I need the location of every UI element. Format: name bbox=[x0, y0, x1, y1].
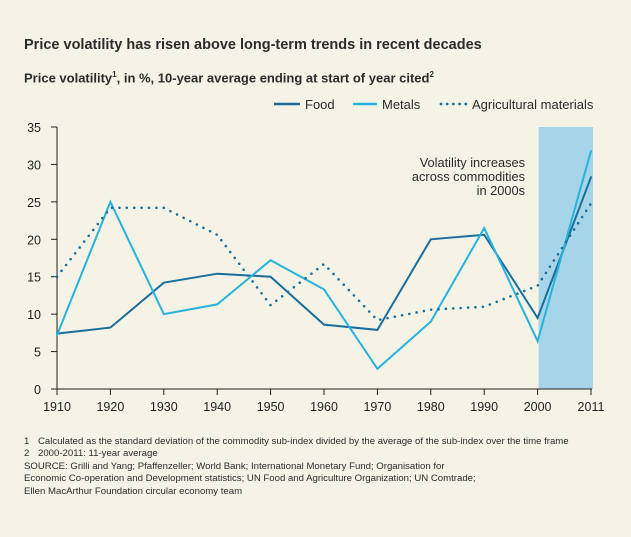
source-note: SOURCE: Grilli and Yang; Pfaffenzeller; … bbox=[24, 461, 604, 498]
subtitle-sup1: 1 bbox=[112, 70, 117, 79]
y-tick-label: 35 bbox=[27, 121, 41, 135]
y-tick-label: 10 bbox=[27, 308, 41, 322]
footnotes: 1 Calculated as the standard deviation o… bbox=[24, 436, 604, 498]
footnote-number: 1 bbox=[24, 436, 30, 447]
footnote-1: 1 Calculated as the standard deviation o… bbox=[24, 436, 604, 448]
x-tick-label: 2011 bbox=[578, 400, 605, 414]
y-tick-label: 25 bbox=[27, 196, 41, 210]
chart-title: Price volatility has risen above long-te… bbox=[24, 37, 482, 53]
legend-label: Metals bbox=[382, 97, 421, 112]
x-tick-label: 1980 bbox=[417, 400, 445, 414]
x-tick-label: 1970 bbox=[363, 400, 391, 414]
x-tick-label: 1960 bbox=[310, 400, 338, 414]
volatility-chart: 0 5 10 15 20 25 30 35 1910 1920 1930 1940 1950 1960 19… bbox=[27, 97, 605, 414]
source-line: Ellen MacArthur Foundation circular econ… bbox=[24, 485, 243, 497]
annotation-line: across commodities bbox=[412, 169, 525, 184]
footnote-2: 2 2000-2011: 11-year average bbox=[24, 448, 604, 460]
series-line-metals bbox=[56, 150, 592, 371]
source-line: Economic Co-operation and Development st… bbox=[24, 473, 476, 485]
y-tick-label: 5 bbox=[34, 346, 41, 360]
x-tick-label: 1930 bbox=[150, 400, 178, 414]
footnote-text: 2000-2011: 11-year average bbox=[38, 448, 158, 460]
y-tick-label: 0 bbox=[34, 383, 41, 397]
series-line-food bbox=[56, 176, 592, 335]
subtitle-sup2: 2 bbox=[429, 70, 434, 79]
x-tick-label: 1990 bbox=[470, 400, 498, 414]
source-line: SOURCE: Grilli and Yang; Pfaffenzeller; … bbox=[24, 460, 445, 472]
legend-label: Agricultural materials bbox=[472, 97, 594, 112]
y-tick-label: 30 bbox=[27, 158, 41, 172]
x-tick-label: 1950 bbox=[257, 400, 285, 414]
legend-label: Food bbox=[305, 97, 335, 112]
footnote-text: Calculated as the standard deviation of … bbox=[38, 436, 569, 447]
x-tick-label: 1910 bbox=[43, 400, 71, 414]
subtitle-part2: , in %, 10-year average ending at start … bbox=[116, 70, 430, 86]
annotation-line: Volatility increases bbox=[420, 155, 525, 170]
x-tick-label: 1920 bbox=[96, 400, 124, 414]
y-tick-label: 20 bbox=[27, 233, 41, 247]
highlight-band bbox=[538, 127, 593, 389]
series-line-agricultural-materials bbox=[55, 202, 593, 322]
subtitle-part1: Price volatility bbox=[24, 70, 113, 86]
chart-subtitle: Price volatility1, in %, 10-year average… bbox=[24, 70, 434, 85]
footnote-number: 2 bbox=[24, 448, 30, 460]
x-tick-label: 1940 bbox=[203, 400, 231, 414]
annotation-line: in 2000s bbox=[477, 183, 525, 198]
x-tick-label: 2000 bbox=[524, 400, 552, 414]
y-tick-label: 15 bbox=[27, 271, 41, 285]
